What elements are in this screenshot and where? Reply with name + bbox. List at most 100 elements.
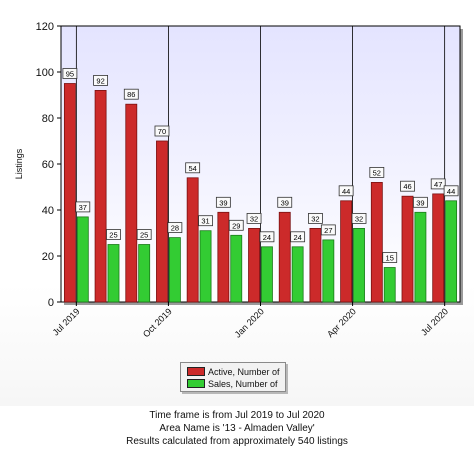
data-label: 32 — [355, 214, 363, 223]
footer-results: Results calculated from approximately 54… — [126, 436, 348, 447]
x-tick-label: Oct 2019 — [141, 306, 174, 339]
data-label-box — [215, 196, 231, 208]
y-tick-label: 40 — [42, 205, 54, 217]
data-label: 32 — [250, 214, 258, 223]
bar-sales — [322, 239, 335, 303]
bar-active — [186, 177, 199, 303]
data-label: 54 — [188, 164, 196, 173]
data-label-box — [413, 196, 428, 208]
data-label-box — [136, 229, 152, 240]
bar-active — [340, 200, 353, 303]
x-tick-label: Jul 2020 — [419, 306, 450, 337]
data-label-box — [290, 231, 306, 243]
bar-active — [278, 211, 291, 303]
data-label: 32 — [311, 214, 319, 223]
y-tick-label: 100 — [36, 67, 54, 79]
data-label-box — [154, 125, 170, 137]
bar-sales — [168, 237, 181, 303]
legend-item-active: Active, Number of — [187, 366, 280, 377]
data-label: 24 — [263, 233, 271, 242]
bar-active — [370, 181, 383, 303]
data-label-box — [382, 252, 398, 263]
bar-active — [401, 195, 414, 303]
data-label: 46 — [403, 182, 411, 191]
bar-sales — [353, 227, 365, 303]
y-tick-label: 80 — [42, 113, 54, 125]
chart-panel: 0 20 40 60 80 100 120 Listings 95 92 86 70 54 39 32 39 3… — [0, 0, 474, 406]
bar-chart: 0 20 40 60 80 100 120 Listings 95 92 86 70 54 39 32 39 3… — [14, 21, 463, 340]
data-label-box — [185, 162, 201, 174]
bar-sales — [76, 216, 89, 303]
y-tick-label: 60 — [42, 159, 54, 171]
data-label-box — [430, 178, 446, 190]
data-label-box — [308, 212, 323, 224]
data-label: 70 — [158, 127, 166, 136]
data-label: 92 — [96, 76, 104, 85]
legend-label-active: Active, Number of — [208, 366, 280, 377]
data-label: 47 — [434, 180, 442, 189]
x-tick-label: Jan 2020 — [233, 306, 266, 339]
bar-active — [432, 193, 445, 303]
data-label-box — [369, 166, 385, 178]
footer-area-name: Area Name is '13 - Almaden Valley' — [159, 423, 315, 434]
data-label-box — [123, 88, 139, 100]
data-label: 39 — [281, 198, 289, 207]
data-label-box — [75, 201, 91, 213]
data-label-box — [62, 68, 78, 79]
data-label: 15 — [386, 254, 394, 263]
data-label-box — [443, 185, 459, 197]
bar-active — [309, 227, 322, 303]
data-label: 86 — [127, 90, 135, 99]
data-label: 29 — [232, 221, 240, 230]
legend-swatch-active — [187, 367, 205, 376]
bar-sales — [445, 200, 458, 303]
x-tick-label: Apr 2020 — [325, 306, 358, 339]
footer-timeframe: Time frame is from Jul 2019 to Jul 2020 — [149, 410, 325, 421]
data-label: 24 — [293, 233, 301, 242]
data-label-box — [351, 212, 367, 224]
data-label: 39 — [416, 198, 424, 207]
data-label: 25 — [140, 231, 148, 240]
data-label-box — [246, 212, 262, 224]
data-label-box — [277, 196, 293, 208]
x-tick-label: Jul 2019 — [51, 306, 82, 337]
data-label: 44 — [447, 187, 455, 196]
data-label-box — [198, 215, 213, 227]
data-label-box — [338, 185, 354, 197]
data-label-box — [106, 229, 121, 240]
bar-sales — [414, 211, 427, 303]
chart-footer: Time frame is from Jul 2019 to Jul 2020 … — [0, 406, 474, 464]
bar-active — [125, 103, 138, 303]
bar-sales — [261, 246, 273, 303]
data-label-box — [320, 224, 336, 236]
bar-sales — [199, 230, 212, 303]
legend-label-sales: Sales, Number of — [208, 378, 278, 389]
bar-active — [94, 90, 107, 303]
y-axis-label: Listings — [14, 148, 24, 179]
bar-active — [248, 227, 260, 303]
bar-sales — [383, 267, 396, 303]
bar-sales — [138, 244, 151, 303]
data-label: 27 — [324, 226, 332, 235]
data-label-box — [228, 219, 244, 231]
data-label: 44 — [342, 187, 350, 196]
data-label-box — [93, 75, 108, 86]
data-label: 25 — [109, 231, 117, 240]
data-label: 39 — [219, 198, 227, 207]
bar-active — [156, 140, 168, 303]
data-label: 52 — [373, 168, 381, 177]
y-tick-label: 20 — [42, 251, 54, 263]
data-label: 31 — [201, 217, 209, 226]
bar-sales — [230, 234, 243, 303]
y-tick-label: 0 — [48, 297, 54, 309]
bar-active — [217, 211, 230, 303]
y-tick-label: 120 — [36, 21, 54, 33]
bar-sales — [291, 246, 304, 303]
chart-legend: Active, Number of Sales, Number of — [180, 362, 286, 392]
data-label: 28 — [171, 224, 179, 233]
data-label: 37 — [79, 203, 87, 212]
legend-item-sales: Sales, Number of — [187, 378, 278, 389]
data-label-box — [259, 231, 275, 243]
data-label-box — [167, 222, 183, 234]
bar-sales — [107, 244, 120, 303]
